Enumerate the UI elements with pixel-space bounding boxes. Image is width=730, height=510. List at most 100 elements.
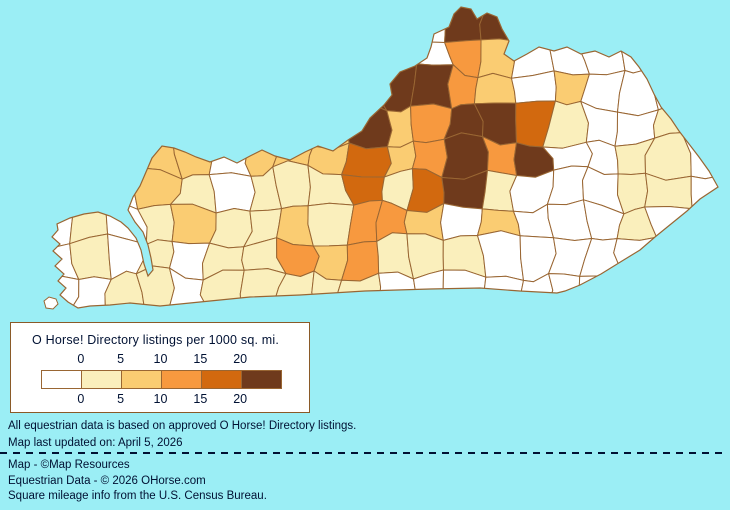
county-cell	[678, 7, 716, 46]
county-cell	[548, 7, 592, 42]
county-cell	[273, 36, 319, 80]
county-cell	[167, 7, 220, 34]
dashed-separator	[0, 452, 724, 454]
legend-swatch-0	[42, 371, 81, 388]
county-cell	[65, 134, 108, 176]
county-cell	[410, 63, 454, 110]
county-cell	[612, 267, 655, 308]
county-cell	[650, 273, 689, 306]
county-cell	[169, 29, 213, 77]
county-cell	[102, 7, 149, 32]
county-cell	[617, 69, 659, 117]
county-cell	[507, 7, 557, 42]
county-cell	[133, 29, 175, 79]
county-cell	[52, 40, 81, 71]
county-cell	[71, 7, 110, 45]
county-cell	[479, 7, 513, 42]
county-cell	[76, 29, 112, 74]
county-cell	[611, 7, 660, 46]
county-cell	[652, 230, 694, 282]
county-cell	[511, 31, 557, 79]
credit-census: Square mileage info from the U.S. Census…	[8, 490, 267, 502]
county-cell	[546, 165, 589, 206]
legend-tick-label: 5	[117, 392, 125, 406]
county-cell	[209, 67, 251, 108]
county-cell	[103, 68, 145, 114]
county-cell	[237, 32, 281, 80]
county-cell	[344, 7, 383, 35]
county-cell	[98, 128, 143, 173]
county-cell	[52, 63, 81, 109]
county-cell	[676, 98, 718, 144]
county-cell	[209, 208, 253, 249]
credit-map-source: Map - ©Map Resources	[8, 459, 130, 471]
county-cell	[687, 205, 718, 238]
county-cell	[307, 101, 350, 150]
credit-equestrian-data: Equestrian Data - © 2026 OHorse.com	[8, 474, 206, 487]
county-cell	[344, 27, 380, 80]
legend-swatch-5	[241, 371, 281, 388]
legend-tick-label: 10	[153, 352, 168, 366]
legend-tick-label: 10	[153, 392, 168, 406]
county-cell	[135, 7, 175, 33]
legend-tick-label: 0	[77, 392, 85, 406]
county-cell	[274, 97, 314, 147]
county-cell	[245, 97, 280, 147]
county-cell	[347, 68, 388, 112]
county-cell	[406, 7, 449, 43]
legend-tick-label: 0	[77, 352, 85, 366]
county-cell	[314, 7, 353, 40]
county-cell	[135, 265, 175, 308]
legend-swatch-2	[121, 371, 161, 388]
county-cell	[133, 69, 181, 110]
county-cell	[242, 68, 281, 108]
county-cell	[613, 236, 658, 277]
county-cell	[52, 137, 82, 180]
county-cell	[473, 72, 517, 105]
county-cell	[213, 97, 251, 147]
county-cell	[105, 164, 139, 210]
legend-swatch-3	[161, 371, 201, 388]
kentucky-bend-exclave	[43, 296, 59, 310]
county-cell	[100, 107, 146, 136]
county-cell	[273, 70, 313, 110]
county-cell	[677, 39, 716, 81]
county-cell	[173, 70, 216, 102]
county-cell	[73, 167, 108, 207]
legend-tick-label: 5	[117, 352, 125, 366]
county-grid	[52, 7, 718, 308]
county-cell	[378, 271, 416, 308]
county-cell	[102, 29, 149, 72]
county-cell	[66, 66, 112, 112]
county-cell	[440, 203, 483, 241]
note-line-2: Map last updated on: April 5, 2026	[8, 436, 183, 449]
legend-tick-label: 20	[233, 352, 248, 366]
county-cell	[687, 229, 718, 282]
county-cell	[52, 167, 83, 215]
note-line-1: All equestrian data is based on approved…	[8, 420, 357, 432]
county-cell	[575, 7, 619, 46]
map-notes: All equestrian data is based on approved…	[8, 418, 356, 451]
county-cell	[306, 33, 351, 74]
county-cell	[141, 100, 180, 137]
credits: Map - ©Map Resources Equestrian Data - ©…	[8, 458, 267, 505]
legend-swatch-1	[81, 371, 121, 388]
county-cell	[645, 41, 682, 76]
legend-title: O Horse! Directory listings per 1000 sq.…	[32, 333, 280, 347]
state-outline	[51, 6, 719, 309]
county-cell	[279, 7, 320, 43]
county-cell	[52, 204, 75, 248]
county-cell	[168, 267, 209, 308]
county-cell	[209, 32, 243, 72]
county-cell	[654, 7, 691, 46]
legend-tick-label: 15	[193, 352, 208, 366]
county-cell	[684, 275, 718, 308]
county-cell	[211, 7, 248, 38]
legend-color-bar	[41, 370, 282, 389]
county-cell	[681, 74, 718, 107]
legend-tick-label: 15	[193, 392, 208, 406]
legend-swatch-4	[201, 371, 241, 388]
county-cell	[307, 202, 355, 247]
county-cell	[306, 68, 351, 110]
